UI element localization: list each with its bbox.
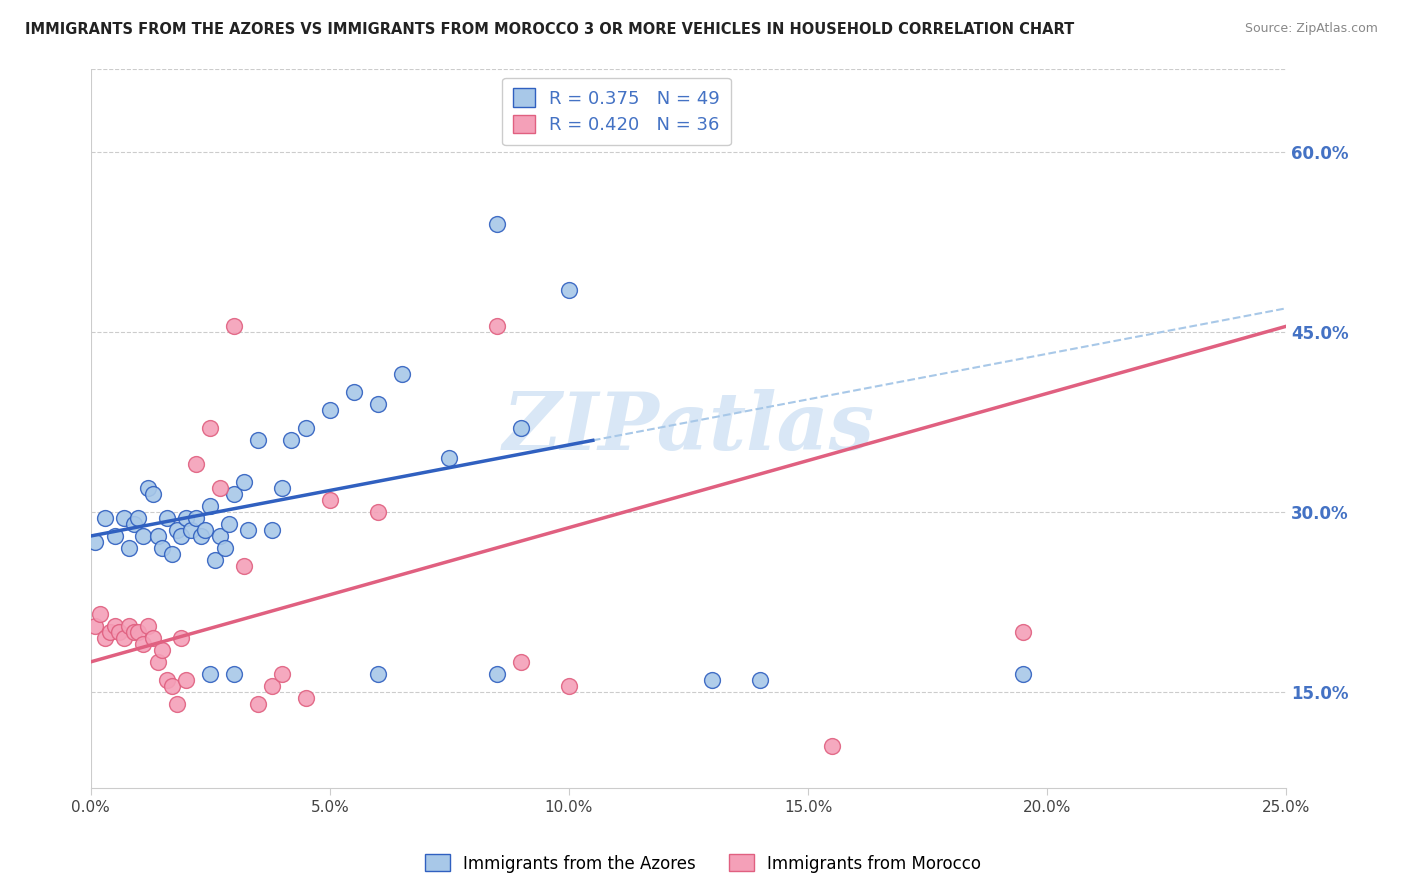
Point (319, 493, 342, 508)
Point (156, 673, 179, 687)
Legend: R = 0.375   N = 49, R = 0.420   N = 36: R = 0.375 N = 49, R = 0.420 N = 36 (502, 78, 731, 145)
Point (142, 487, 165, 501)
Point (224, 487, 246, 501)
Point (510, 421, 533, 435)
Point (214, 541, 236, 555)
Point (166, 523, 188, 537)
Point (108, 624, 131, 639)
Point (749, 673, 772, 687)
Point (184, 457, 207, 471)
Point (558, 679, 581, 693)
Point (194, 523, 217, 537)
Point (262, 679, 284, 693)
Point (510, 655, 533, 669)
Point (103, 619, 125, 633)
Point (136, 619, 159, 633)
Point (821, 739, 844, 753)
Point (132, 637, 155, 651)
Point (232, 475, 254, 489)
Point (112, 511, 135, 525)
Point (238, 523, 260, 537)
Point (280, 433, 302, 447)
Point (127, 511, 149, 525)
Point (150, 541, 173, 555)
Point (98, 624, 121, 639)
Point (208, 481, 231, 495)
Point (1012, 624, 1035, 639)
Point (146, 655, 169, 669)
Point (84, 535, 107, 549)
Point (439, 451, 461, 466)
Point (150, 643, 173, 657)
Point (156, 511, 179, 525)
Point (174, 673, 197, 687)
Text: ZIPatlas: ZIPatlas (502, 390, 875, 467)
Point (103, 529, 125, 543)
Point (112, 631, 135, 645)
Text: Source: ZipAtlas.com: Source: ZipAtlas.com (1244, 22, 1378, 36)
Point (174, 511, 197, 525)
Point (271, 481, 294, 495)
Point (94, 631, 117, 645)
Point (232, 559, 254, 574)
Point (170, 631, 193, 645)
Point (247, 433, 270, 447)
Point (204, 553, 226, 567)
Point (94, 511, 117, 525)
Point (184, 511, 207, 525)
Point (247, 697, 270, 711)
Point (486, 218, 509, 232)
Point (118, 619, 141, 633)
Point (198, 666, 221, 681)
Point (166, 697, 188, 711)
Point (127, 624, 149, 639)
Point (180, 523, 202, 537)
Point (132, 529, 155, 543)
Point (295, 421, 318, 435)
Point (558, 283, 581, 297)
Point (343, 385, 366, 400)
Point (224, 666, 246, 681)
Point (160, 547, 183, 561)
Point (118, 541, 141, 555)
Point (170, 529, 193, 543)
Point (146, 529, 169, 543)
Point (271, 666, 294, 681)
Point (84, 619, 107, 633)
Point (702, 673, 724, 687)
Point (142, 631, 165, 645)
Point (190, 529, 212, 543)
Point (486, 319, 509, 334)
Point (160, 679, 183, 693)
Point (89, 607, 111, 621)
Point (218, 516, 240, 531)
Point (295, 690, 318, 705)
Point (262, 523, 284, 537)
Point (122, 516, 145, 531)
Point (367, 397, 389, 411)
Point (136, 481, 159, 495)
Point (198, 421, 221, 435)
Point (198, 499, 221, 513)
Point (319, 403, 342, 417)
Point (208, 529, 231, 543)
Text: IMMIGRANTS FROM THE AZORES VS IMMIGRANTS FROM MOROCCO 3 OR MORE VEHICLES IN HOUS: IMMIGRANTS FROM THE AZORES VS IMMIGRANTS… (25, 22, 1074, 37)
Legend: Immigrants from the Azores, Immigrants from Morocco: Immigrants from the Azores, Immigrants f… (418, 847, 988, 880)
Point (486, 666, 509, 681)
Point (1012, 666, 1035, 681)
Point (224, 319, 246, 334)
Point (391, 368, 413, 382)
Point (122, 624, 145, 639)
Point (367, 666, 389, 681)
Point (367, 505, 389, 519)
